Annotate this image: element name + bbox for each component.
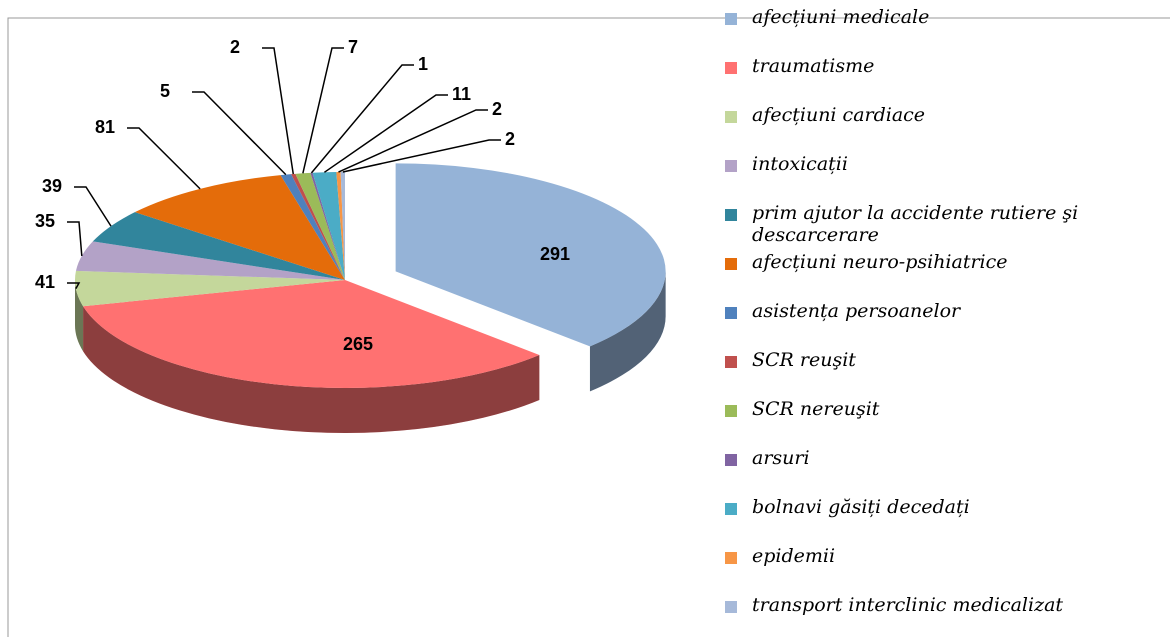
leader-line (310, 64, 414, 174)
slice (134, 175, 345, 280)
data-label: 39 (42, 176, 62, 196)
legend-swatch (725, 552, 737, 564)
legend-label: prim ajutor la accidente rutiere şi desc… (752, 202, 1079, 246)
slice (295, 172, 345, 280)
legend-entry: traumatisme (725, 55, 1165, 104)
frame (7, 17, 1170, 637)
legend-label: afecțiuni medicale (752, 6, 930, 28)
legend-label: asistența persoanelor (752, 300, 961, 322)
legend-entry: transport interclinic medicalizat (725, 594, 1165, 643)
legend-entry: arsuri (725, 447, 1165, 496)
legend-label: arsuri (752, 447, 810, 469)
slice-side (589, 271, 666, 392)
legend-label: afecțiuni neuro-psihiatrice (752, 251, 1008, 273)
data-label: 2 (230, 37, 240, 57)
slice (312, 172, 345, 280)
slice (74, 270, 345, 307)
legend-entry: epidemii (725, 545, 1165, 594)
legend-entry: prim ajutor la accidente rutiere şi desc… (725, 202, 1165, 251)
data-label: 265 (343, 334, 373, 354)
leader-line (67, 221, 83, 256)
legend-label: traumatisme (752, 55, 875, 77)
legend-swatch (725, 356, 737, 368)
leader-line (192, 91, 287, 176)
leader-line (127, 127, 201, 190)
slice (83, 280, 540, 389)
data-label: 7 (348, 37, 358, 57)
legend-entry: intoxicații (725, 153, 1165, 202)
slice-shade (75, 280, 84, 352)
data-label: 2 (492, 99, 502, 119)
leader-line (342, 139, 501, 173)
legend-swatch (725, 405, 737, 417)
legend-swatch (725, 601, 737, 613)
slice (340, 172, 345, 280)
slice (310, 172, 345, 280)
legend-entry: afecțiuni neuro-psihiatrice (725, 251, 1165, 300)
slice-shade (83, 306, 540, 434)
legend-swatch (725, 13, 737, 25)
legend-swatch (725, 454, 737, 466)
data-label: 2 (505, 129, 515, 149)
leader-line (302, 47, 344, 174)
legend-entry: afecțiuni cardiace (725, 104, 1165, 153)
slice-side (75, 280, 84, 352)
slice (75, 241, 345, 280)
slice (280, 174, 345, 280)
legend-label: transport interclinic medicalizat (752, 594, 1064, 616)
slice-side (83, 306, 540, 434)
legend-entry: SCR nereuşit (725, 398, 1165, 447)
legend-label: epidemii (752, 545, 836, 567)
data-label: 1 (418, 54, 428, 74)
legend-label: SCR nereuşit (752, 398, 880, 420)
legend: afecțiuni medicale traumatisme afecțiuni c… (725, 6, 1165, 643)
legend-entry: asistența persoanelor (725, 300, 1165, 349)
legend-entry: afecțiuni medicale (725, 6, 1165, 55)
legend-swatch (725, 111, 737, 123)
legend-label: bolnavi găsiți decedați (752, 496, 970, 518)
slice (92, 212, 345, 280)
legend-label: SCR reuşit (752, 349, 856, 371)
legend-entry: SCR reuşit (725, 349, 1165, 398)
legend-swatch (725, 160, 737, 172)
legend-swatch (725, 62, 737, 74)
leader-line (338, 109, 488, 173)
data-label: 5 (160, 81, 170, 101)
legend-entry: bolnavi găsiți decedați (725, 496, 1165, 545)
data-label: 11 (452, 84, 471, 104)
legend-swatch (725, 503, 737, 515)
data-label: 291 (540, 244, 570, 264)
leader-line (262, 47, 294, 175)
legend-label: afecțiuni cardiace (752, 104, 926, 126)
legend-swatch (725, 209, 737, 221)
slice (291, 173, 345, 280)
data-label: 35 (35, 211, 55, 231)
leader-line (323, 94, 448, 173)
legend-swatch (725, 307, 737, 319)
leader-line (67, 282, 81, 290)
leader-line (74, 186, 112, 227)
data-label: 81 (95, 117, 115, 137)
legend-swatch (725, 258, 737, 270)
slice-shade (589, 271, 666, 392)
data-label: 41 (35, 272, 55, 292)
slice (336, 172, 345, 280)
slice (395, 163, 666, 347)
legend-label: intoxicații (752, 153, 848, 175)
